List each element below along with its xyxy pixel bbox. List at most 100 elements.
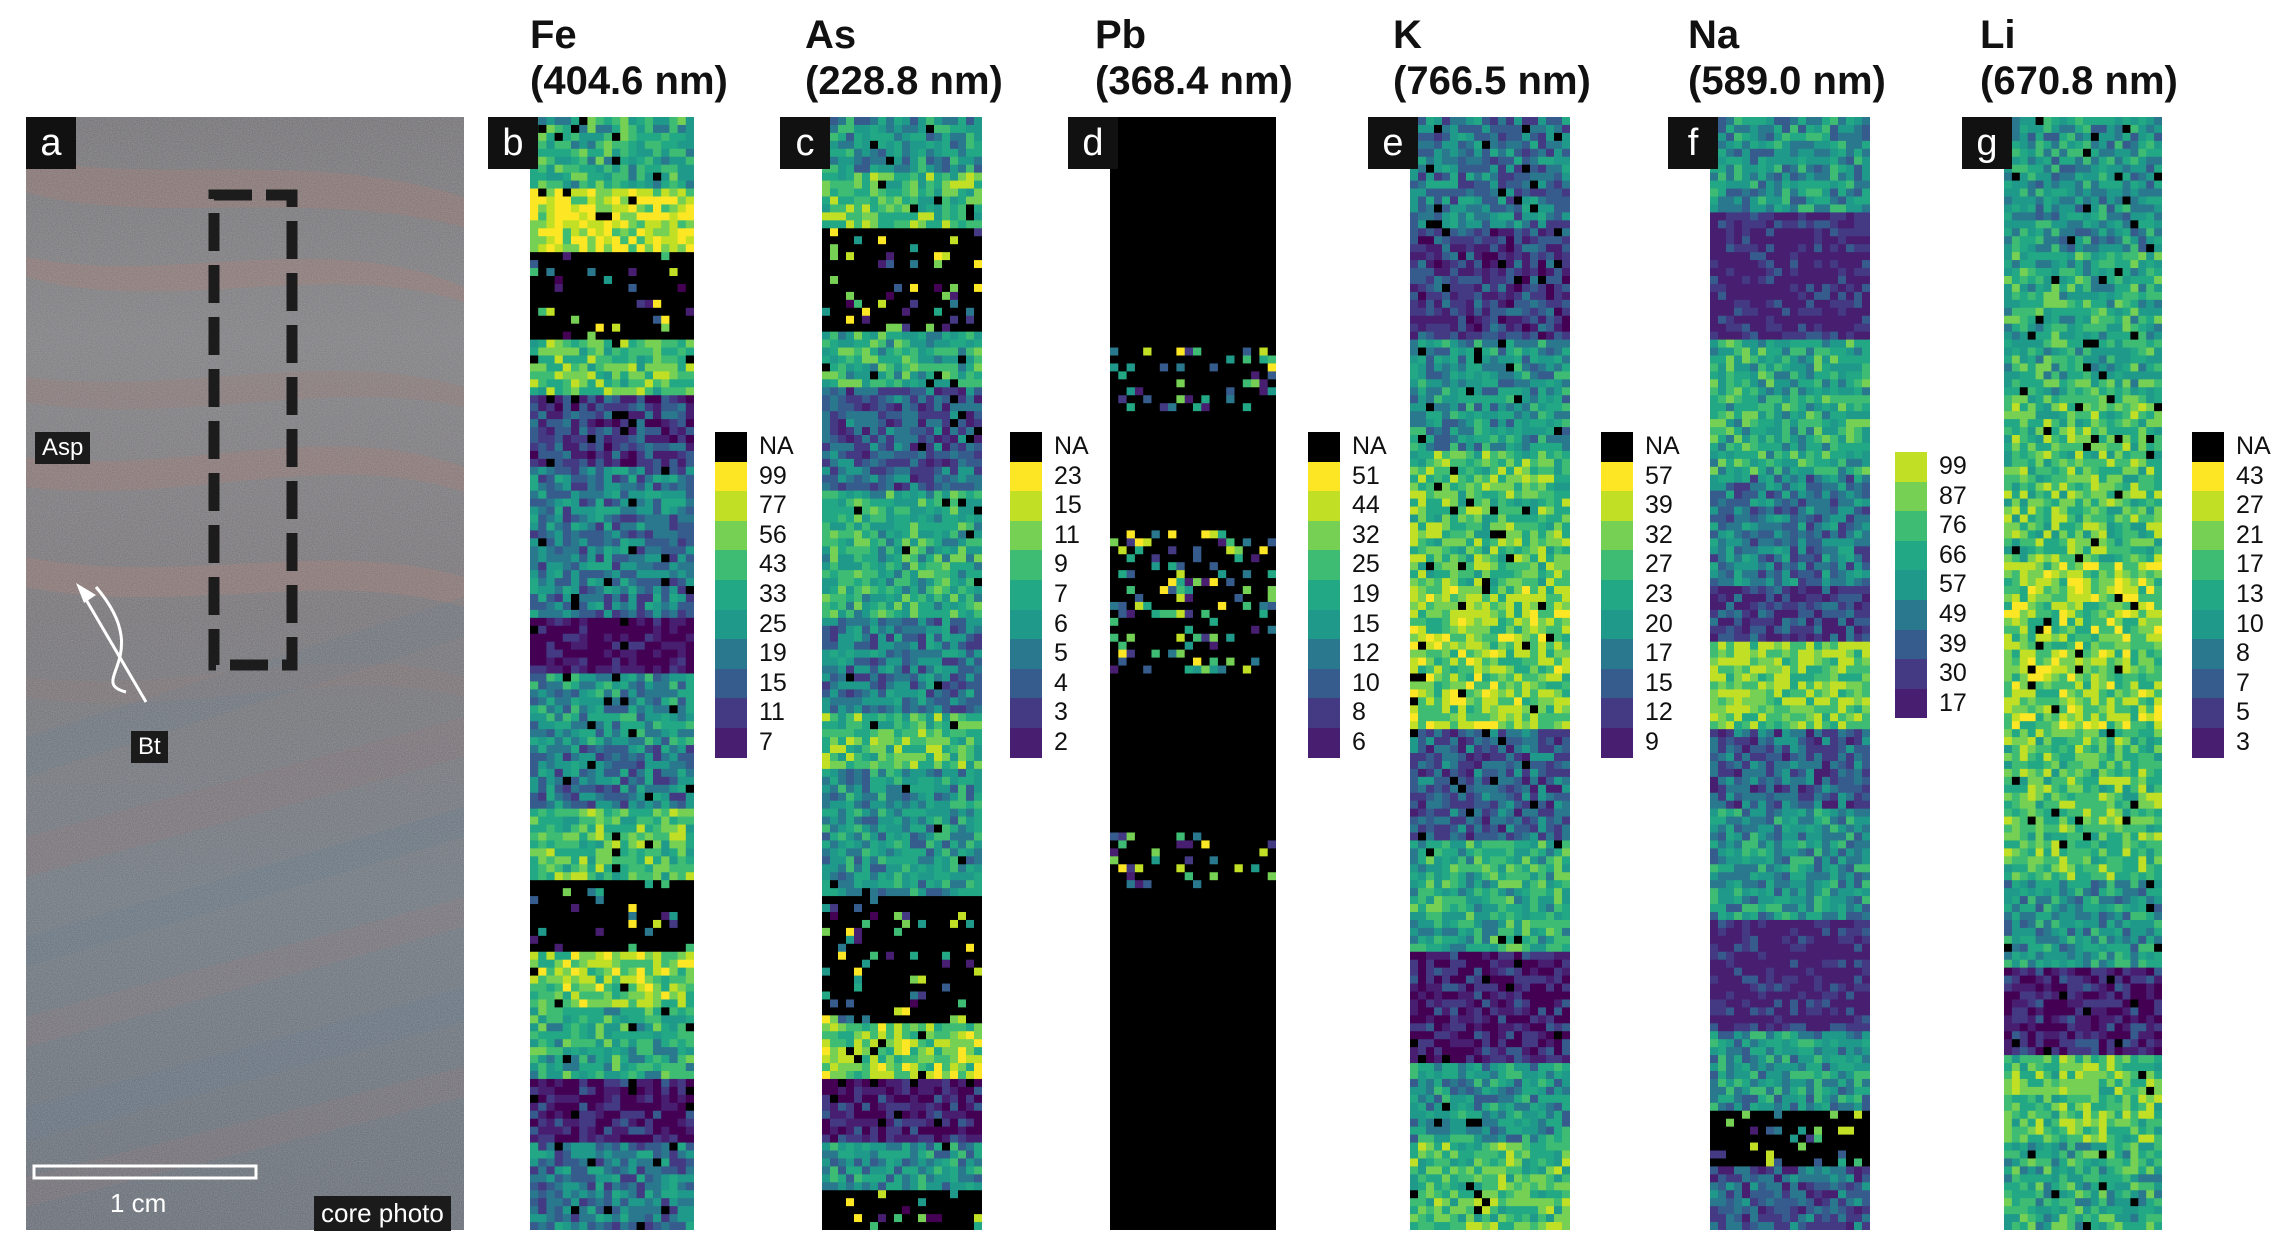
legend-label: 57 [1645,461,1673,490]
legend-entry: 33 [715,580,855,610]
legend-swatch [1601,698,1633,728]
legend-label: 15 [759,668,787,697]
legend-label: 56 [759,520,787,549]
legend-entry: 9 [1601,728,1741,758]
legend-swatch [1308,432,1340,462]
legend-swatch [1601,668,1633,699]
legend-label: 10 [2236,609,2264,638]
legend-entry: 6 [1308,728,1448,758]
legend-swatch [715,609,747,640]
legend-entry: 66 [1895,540,2035,571]
wavelength-label: (368.4 nm) [1095,59,1293,103]
legend-swatch [1010,520,1042,551]
legend-label: 99 [759,461,787,490]
legend-swatch [2192,609,2224,640]
legend-swatch [1895,570,1927,600]
element-label: Fe [530,13,577,57]
core-photo-image [26,117,464,1230]
legend-swatch [1601,609,1633,640]
wavelength-label: (766.5 nm) [1393,59,1591,103]
legend-swatch [1010,432,1042,462]
as-intensity-map [822,117,982,1230]
legend-entry: 56 [715,520,855,551]
legend-entry: NA [715,432,855,462]
legend-swatch [1308,639,1340,669]
legend-swatch [1308,580,1340,610]
legend-swatch [715,728,747,758]
legend-swatch [1895,659,1927,689]
legend-swatch [715,491,747,521]
legend-label: 10 [1352,668,1380,697]
panel-title-k: K (766.5 nm) [1393,12,1591,104]
legend-swatch [1895,452,1927,482]
legend-label: 15 [1645,668,1673,697]
legend-label: NA [1054,432,1089,460]
legend-entry: 25 [1308,550,1448,580]
legend-label: 51 [1352,461,1380,490]
legend-entry: 10 [2192,609,2272,640]
legend-entry: 8 [1308,698,1448,728]
legend-label: 6 [1352,728,1366,756]
legend-swatch [1010,580,1042,610]
legend-label: 8 [2236,639,2250,668]
legend-entry: 11 [715,698,855,728]
legend-label: NA [1645,432,1680,460]
legend-swatch [1895,540,1927,571]
legend-swatch [715,698,747,728]
legend-entry: 39 [1895,629,2035,660]
panel-tag-e: e [1368,117,1418,169]
legend-entry: 3 [2192,728,2272,758]
legend-entry: 23 [1601,580,1741,610]
legend-label: 30 [1939,659,1967,688]
legend-label: 23 [1054,461,1082,490]
legend-entry: 20 [1601,609,1741,640]
legend-entry: 44 [1308,491,1448,521]
legend-label: 11 [759,698,785,727]
legend-label: 99 [1939,452,1967,480]
na-intensity-map [1710,117,1870,1230]
panel-tag-c: c [780,117,830,169]
as-legend: NA 23 15 11 9 7 6 5 4 3 2 [1010,432,1150,762]
legend-entry: 27 [1601,550,1741,580]
legend-swatch [1601,550,1633,580]
legend-label: 9 [1054,550,1068,579]
legend-swatch [1010,491,1042,521]
core-photo-caption: core photo [314,1196,451,1231]
legend-entry: 2 [1010,728,1150,758]
legend-swatch [715,432,747,462]
legend-label: 19 [759,639,787,668]
k-map [1410,117,1570,1230]
legend-label: 49 [1939,600,1967,628]
legend-entry: 4 [1010,668,1150,699]
legend-entry: 43 [2192,461,2272,492]
legend-entry: 19 [715,639,855,669]
legend-label: 19 [1352,580,1380,608]
legend-swatch [2192,491,2224,521]
legend-label: 32 [1645,520,1673,549]
legend-entry: 15 [1010,491,1150,521]
legend-swatch [1601,432,1633,462]
panel-title-pb: Pb (368.4 nm) [1095,12,1293,104]
map-pixels [2004,117,2162,1230]
legend-entry: 76 [1895,511,2035,541]
legend-label: 76 [1939,511,1967,540]
legend-entry: 12 [1601,698,1741,728]
legend-label: 7 [2236,668,2250,697]
legend-swatch [2192,728,2224,758]
na-legend: 99 87 76 66 57 49 39 30 17 [1895,452,2035,732]
li-intensity-map [2004,117,2162,1230]
legend-label: 32 [1352,520,1380,549]
legend-entry: 5 [1010,639,1150,669]
legend-entry: 15 [1308,609,1448,640]
legend-entry: 39 [1601,491,1741,521]
legend-entry: 21 [2192,520,2272,551]
legend-entry: 19 [1308,580,1448,610]
legend-entry: NA [1308,432,1448,462]
legend-swatch [1010,609,1042,640]
legend-swatch [2192,668,2224,699]
panel-title-as: As (228.8 nm) [805,12,1003,104]
panel-title-li: Li (670.8 nm) [1980,12,2178,104]
legend-swatch [1601,728,1633,758]
legend-swatch [2192,520,2224,551]
legend-swatch [1895,688,1927,719]
